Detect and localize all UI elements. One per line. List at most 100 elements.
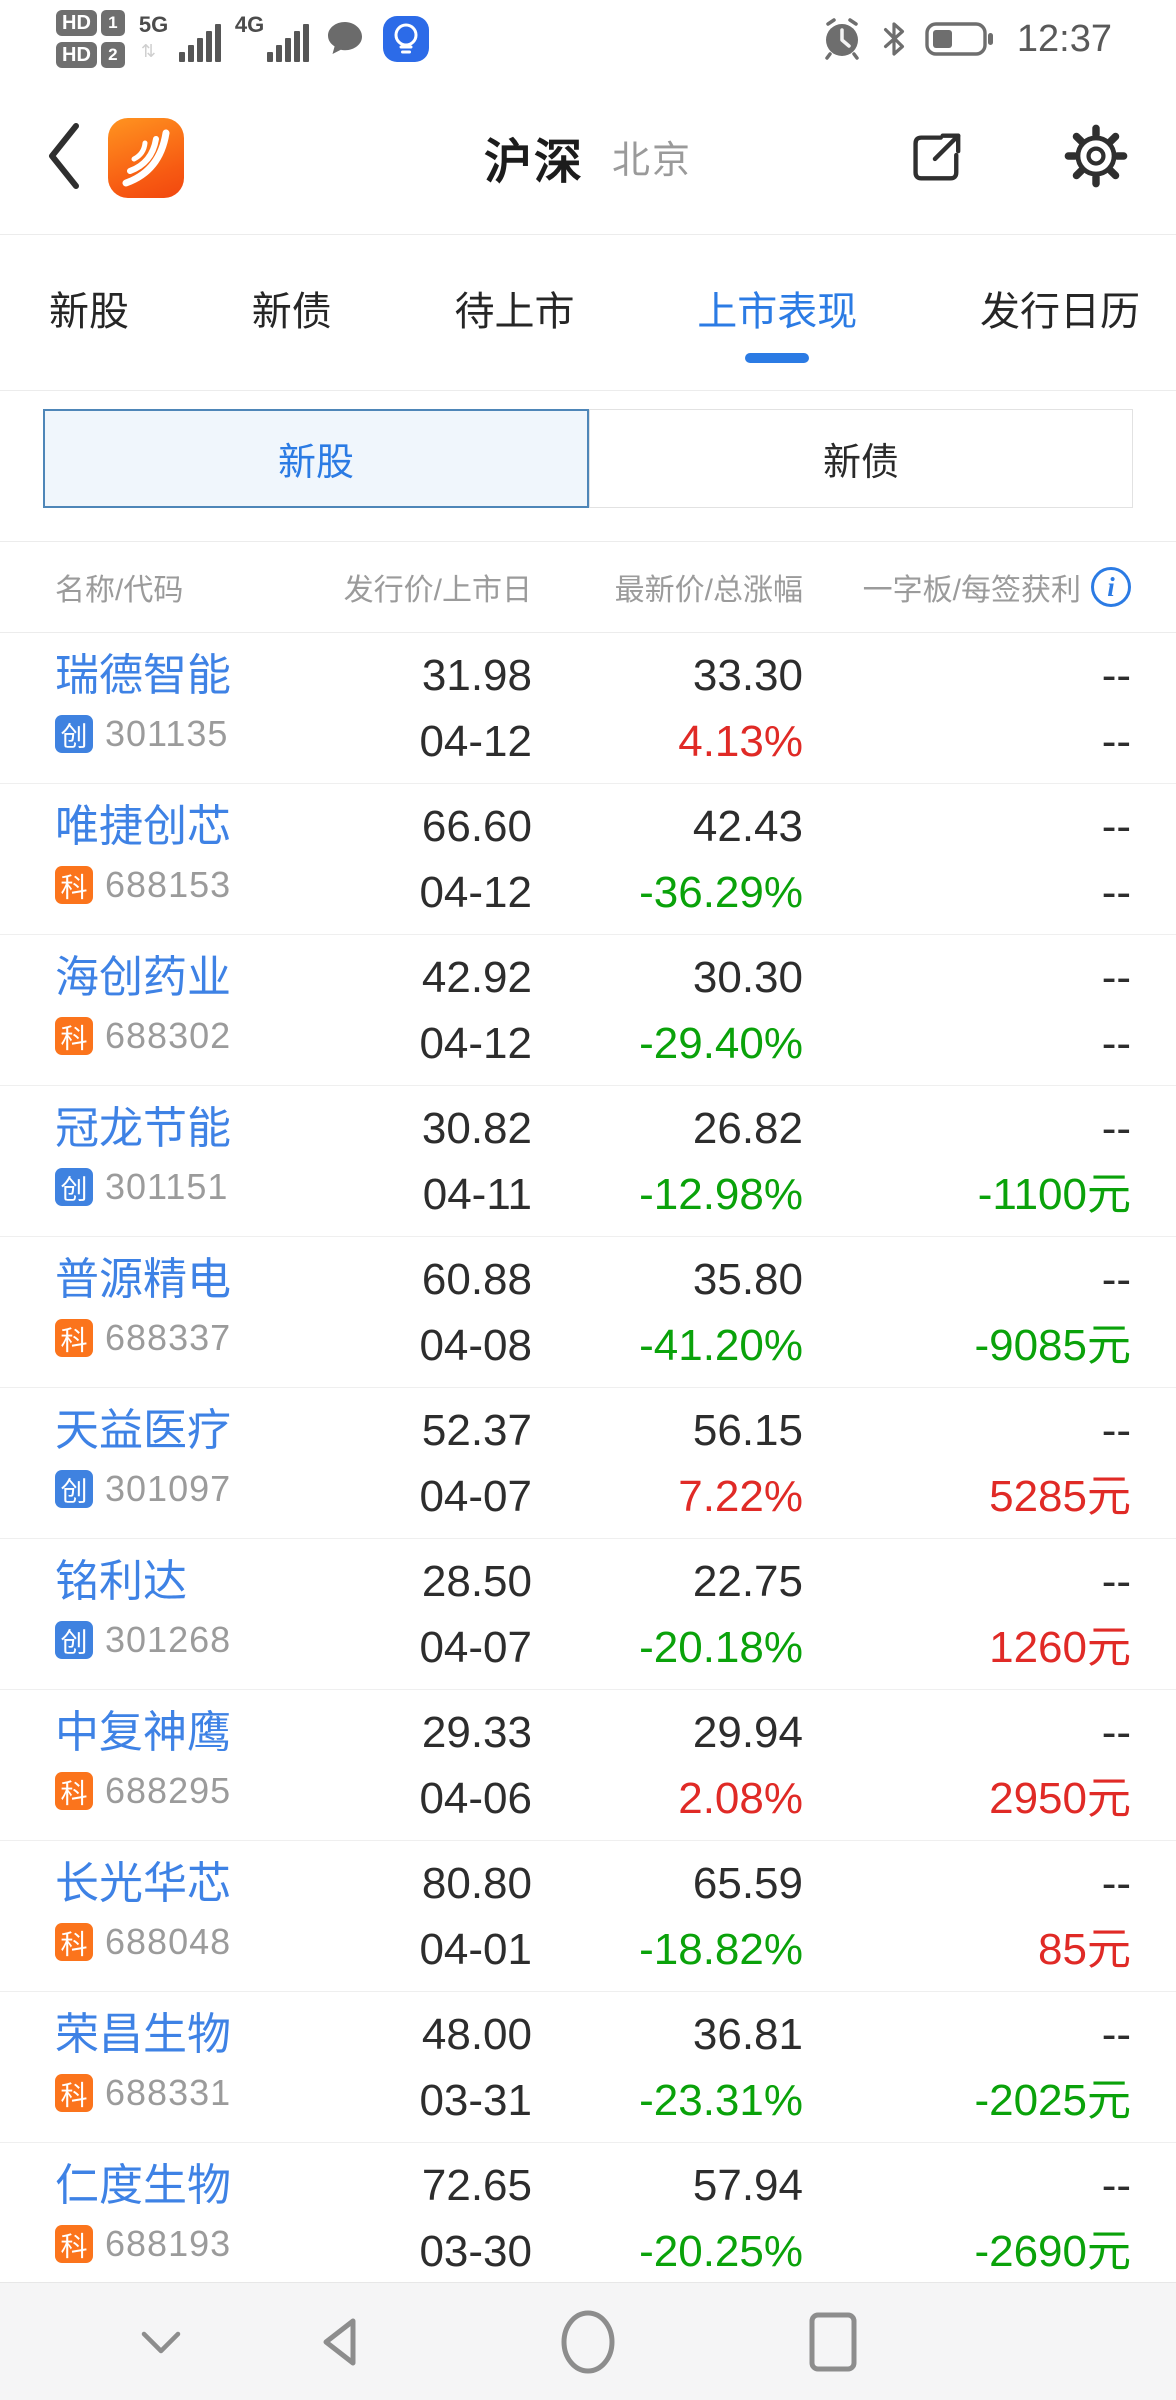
latest-price: 30.30 (692, 953, 803, 1002)
list-date: 04-11 (422, 1170, 532, 1219)
stock-code: 301268 (105, 1619, 232, 1660)
stock-code: 301135 (105, 713, 229, 754)
issue-cell: 80.80 04-01 (315, 1855, 532, 1991)
list-date: 04-06 (419, 1774, 532, 1823)
segmented-control: 新股 新债 (43, 409, 1133, 508)
nav-tabs: 新股 新债 待上市 上市表现 发行日历 (0, 235, 1176, 391)
profit-cell: -- -- (803, 949, 1131, 1085)
issue-price: 80.80 (421, 1859, 532, 1908)
tab-4[interactable]: 发行日历 (980, 289, 1140, 334)
table-row[interactable]: 唯捷创芯科 688153 66.60 04-12 42.43 -36.29% -- -- (0, 784, 1176, 935)
table-row[interactable]: 普源精电科 688337 60.88 04-08 35.80 -41.20% -- -9085… (0, 1237, 1176, 1388)
issue-cell: 31.98 04-12 (315, 647, 532, 783)
table-row[interactable]: 海创药业科 688302 42.92 04-12 30.30 -29.40% -- -- (0, 935, 1176, 1086)
back-triangle-icon[interactable] (317, 2314, 363, 2370)
data-arrows-icon: ⇅ (140, 41, 156, 61)
tips-bulb-icon (381, 14, 431, 64)
stock-name[interactable]: 海创药业 (55, 953, 231, 1002)
col-header-limit-profit-label: 一字板/每签获利 (862, 574, 1081, 607)
total-change-pct: -20.18% (639, 1623, 803, 1672)
table-row[interactable]: 仁度生物科 688193 72.65 03-30 57.94 -20.25% -- -2690… (0, 2143, 1176, 2294)
back-button[interactable] (38, 114, 90, 198)
stock-name[interactable]: 长光华芯 (55, 1859, 231, 1908)
profit-per-lot: -2690元 (974, 2227, 1131, 2276)
latest-cell: 22.75 -20.18% (532, 1553, 803, 1689)
list-date: 04-08 (419, 1321, 532, 1370)
app-logo[interactable] (108, 118, 184, 198)
issue-price: 30.82 (421, 1104, 532, 1153)
bluetooth-icon (879, 16, 909, 62)
profit-per-lot: 5285元 (989, 1472, 1131, 1521)
issue-price: 42.92 (421, 953, 532, 1002)
hide-nav-chevron-icon[interactable] (136, 2326, 186, 2358)
table-row[interactable]: 天益医疗创 301097 52.37 04-07 56.15 7.22% -- 5285元 (0, 1388, 1176, 1539)
limit-boards: -- (1101, 802, 1131, 851)
name-cell: 铭利达创 301268 (55, 1553, 315, 1689)
stock-name[interactable]: 唯捷创芯 (55, 802, 231, 851)
profit-cell: -- 2950元 (803, 1704, 1131, 1840)
issue-cell: 72.65 03-30 (315, 2157, 532, 2293)
issue-price: 72.65 (421, 2161, 532, 2210)
status-bar: HD 1 HD 2 5G ⇅ 4G (0, 0, 1176, 78)
stock-name[interactable]: 中复神鹰 (55, 1708, 231, 1757)
table-row[interactable]: 荣昌生物科 688331 48.00 03-31 36.81 -23.31% -- -2025… (0, 1992, 1176, 2143)
table-row[interactable]: 铭利达创 301268 28.50 04-07 22.75 -20.18% -- 1260元 (0, 1539, 1176, 1690)
table-row[interactable]: 瑞德智能创 301135 31.98 04-12 33.30 4.13% -- -- (0, 633, 1176, 784)
latest-price: 35.80 (692, 1255, 803, 1304)
name-cell: 瑞德智能创 301135 (55, 647, 315, 783)
latest-cell: 35.80 -41.20% (532, 1251, 803, 1387)
stock-code: 688337 (105, 1317, 232, 1358)
latest-price: 36.81 (692, 2010, 803, 2059)
stock-code: 688331 (105, 2072, 232, 2113)
info-icon[interactable]: i (1091, 567, 1131, 607)
message-bubble-icon (323, 17, 367, 61)
list-date: 04-07 (419, 1472, 532, 1521)
network-5g-label: 5G (138, 12, 169, 37)
table-row[interactable]: 中复神鹰科 688295 29.33 04-06 29.94 2.08% -- 2950元 (0, 1690, 1176, 1841)
name-cell: 海创药业科 688302 (55, 949, 315, 1085)
stock-code: 688193 (105, 2223, 232, 2264)
table-row[interactable]: 长光华芯科 688048 80.80 04-01 65.59 -18.82% -- 85元 (0, 1841, 1176, 1992)
stock-name[interactable]: 冠龙节能 (55, 1104, 231, 1153)
issue-cell: 66.60 04-12 (315, 798, 532, 934)
latest-price: 29.94 (692, 1708, 803, 1757)
issue-price: 28.50 (421, 1557, 532, 1606)
settings-gear-icon[interactable] (1062, 122, 1130, 190)
stock-name[interactable]: 铭利达 (55, 1557, 187, 1606)
latest-cell: 57.94 -20.25% (532, 2157, 803, 2293)
stock-name[interactable]: 普源精电 (55, 1255, 231, 1304)
tab-2[interactable]: 待上市 (454, 289, 575, 334)
stock-name[interactable]: 荣昌生物 (55, 2010, 231, 2059)
stock-name[interactable]: 天益医疗 (55, 1406, 231, 1455)
board-badge: 科 (55, 866, 93, 904)
tab-3[interactable]: 上市表现 (697, 249, 857, 377)
home-circle-icon[interactable] (559, 2308, 617, 2376)
total-change-pct: 4.13% (678, 717, 803, 766)
stock-code: 688153 (105, 864, 232, 905)
col-header-latest-change: 最新价/总涨幅 (614, 574, 803, 607)
segment-option-0[interactable]: 新股 (43, 409, 589, 508)
board-badge: 创 (55, 1168, 93, 1206)
stock-name[interactable]: 仁度生物 (55, 2161, 231, 2210)
segment-option-1[interactable]: 新债 (589, 409, 1133, 508)
board-badge: 科 (55, 1923, 93, 1961)
hd2-icon: HD 2 (56, 42, 125, 68)
latest-cell: 30.30 -29.40% (532, 949, 803, 1085)
name-cell: 中复神鹰科 688295 (55, 1704, 315, 1840)
tab-1[interactable]: 新债 (251, 289, 332, 334)
issue-price: 60.88 (421, 1255, 532, 1304)
stock-name[interactable]: 瑞德智能 (55, 651, 231, 700)
page-subtitle[interactable]: 北京 (612, 140, 693, 182)
tab-0[interactable]: 新股 (49, 289, 129, 334)
profit-per-lot: -1100元 (977, 1170, 1131, 1219)
table-row[interactable]: 冠龙节能创 301151 30.82 04-11 26.82 -12.98% -- -1100… (0, 1086, 1176, 1237)
issue-price: 29.33 (421, 1708, 532, 1757)
share-icon[interactable] (902, 126, 964, 188)
name-cell: 普源精电科 688337 (55, 1251, 315, 1387)
alarm-icon (821, 18, 863, 60)
profit-cell: -- 1260元 (803, 1553, 1131, 1689)
profit-cell: -- -- (803, 647, 1131, 783)
profit-cell: -- -9085元 (803, 1251, 1131, 1387)
name-cell: 长光华芯科 688048 (55, 1855, 315, 1991)
recents-square-icon[interactable] (808, 2311, 858, 2373)
